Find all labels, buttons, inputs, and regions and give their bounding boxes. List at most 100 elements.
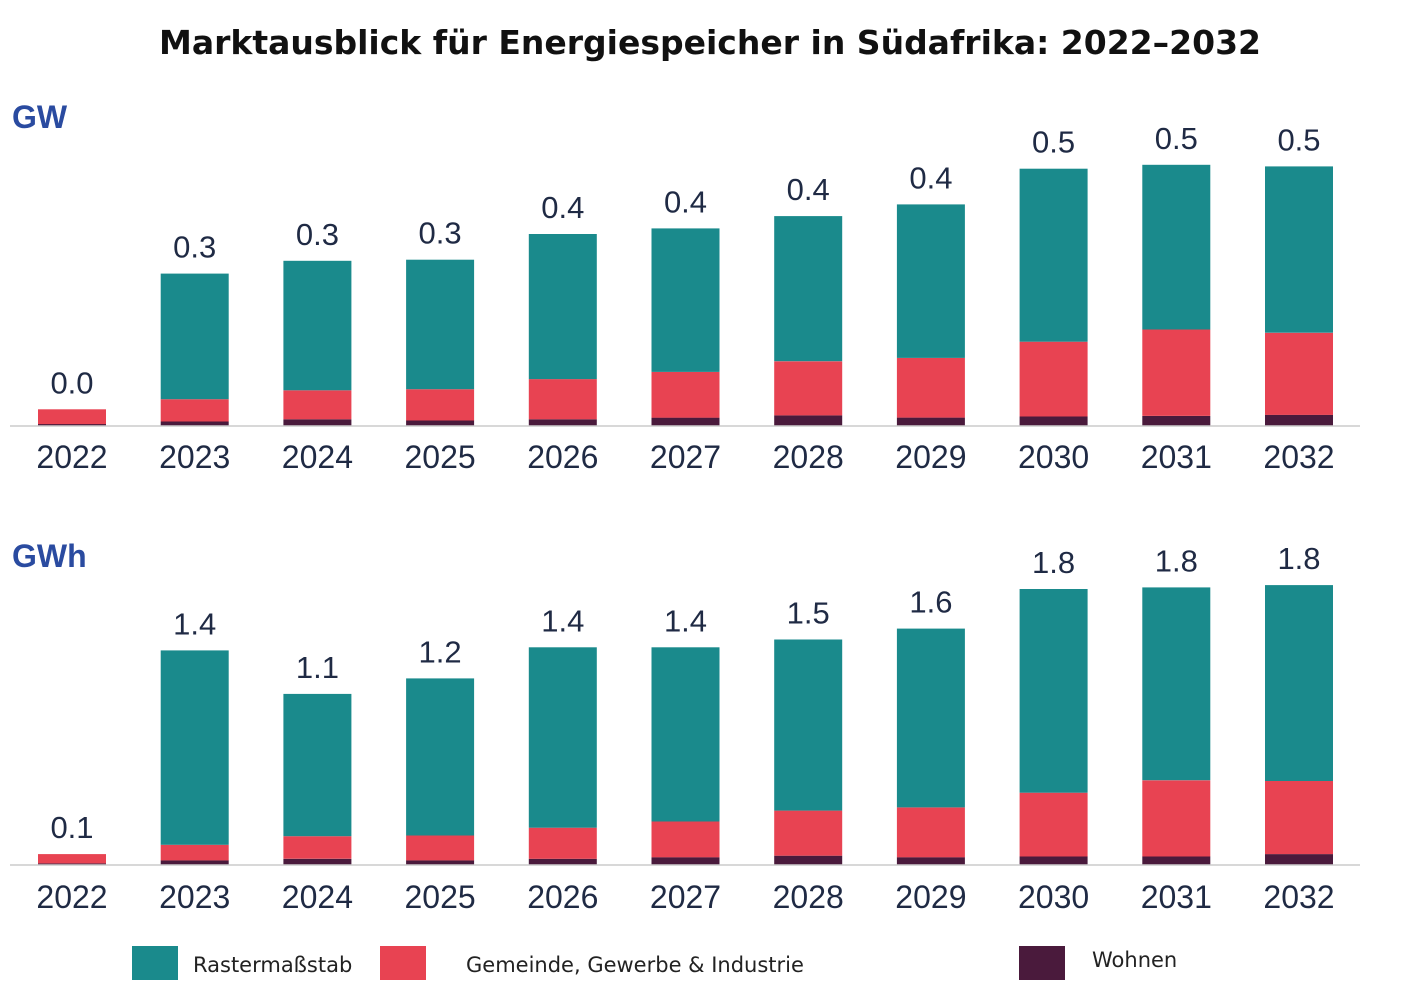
bar-segment-wohnen [1265, 414, 1333, 426]
legend: Rastermaßstab Gemeinde, Gewerbe & Indust… [132, 946, 1177, 980]
bar-segment-gewerbe [896, 357, 965, 418]
bar-segment-raster [1142, 587, 1211, 781]
bar-segment-wohnen [38, 424, 106, 426]
bar-segment-raster [528, 234, 597, 380]
bar-segment-raster [896, 628, 965, 808]
bar-segment-raster [774, 216, 843, 362]
bar-segment-raster [160, 650, 229, 845]
data-label-total: 1.8 [1155, 543, 1198, 578]
bar-segment-gewerbe [528, 379, 597, 420]
x-tick-label: 2027 [650, 879, 721, 915]
bar-segment-raster [774, 639, 843, 811]
bar-segment-gewerbe [774, 810, 843, 856]
x-tick-label: 2032 [1263, 439, 1334, 475]
bar-segment-raster [1019, 168, 1088, 342]
bar-segment-raster [1265, 585, 1333, 781]
bar-segment-wohnen [283, 858, 352, 865]
data-label-total: 1.8 [1277, 541, 1320, 576]
legend-item-gewerbe: Gemeinde, Gewerbe & Industrie [380, 946, 804, 980]
x-tick-label: 2029 [895, 879, 966, 915]
bar-segment-gewerbe [1019, 792, 1088, 857]
bar-segment-wohnen [1019, 416, 1088, 426]
x-tick-label: 2028 [773, 879, 844, 915]
legend-swatch-raster [132, 946, 178, 980]
bar-segment-raster [1019, 589, 1088, 793]
bar-segment-wohnen [1265, 854, 1333, 865]
data-label-total: 1.4 [541, 603, 584, 638]
legend-label-wohnen: Wohnen [1092, 948, 1177, 972]
bar-segment-gewerbe [283, 836, 352, 859]
bar-segment-gewerbe [38, 854, 106, 864]
x-tick-label: 2024 [282, 439, 353, 475]
x-tick-label: 2026 [527, 439, 598, 475]
data-label-total: 1.1 [296, 650, 339, 685]
bar-segment-raster [406, 259, 475, 390]
panel-unit-label: GW [12, 99, 68, 135]
bar-segment-wohnen [528, 858, 597, 865]
x-tick-label: 2028 [773, 439, 844, 475]
data-label-total: 0.5 [1032, 125, 1075, 160]
legend-label-gewerbe: Gemeinde, Gewerbe & Industrie [466, 953, 804, 977]
bar-segment-raster [896, 204, 965, 358]
bar-segment-raster [651, 228, 720, 372]
data-label-total: 0.0 [50, 365, 93, 400]
x-tick-label: 2029 [895, 439, 966, 475]
x-tick-label: 2023 [159, 439, 230, 475]
bar-segment-gewerbe [283, 390, 352, 420]
bar-segment-raster [1142, 164, 1211, 330]
bar-segment-wohnen [774, 415, 843, 426]
bar-segment-raster [1265, 166, 1333, 333]
bar-segment-wohnen [406, 860, 475, 865]
x-tick-label: 2030 [1018, 879, 1089, 915]
x-tick-label: 2022 [36, 879, 107, 915]
bar-segment-gewerbe [160, 399, 229, 422]
data-label-total: 0.5 [1277, 122, 1320, 157]
data-label-total: 0.3 [419, 216, 462, 251]
data-label-total: 1.5 [787, 596, 830, 631]
bar-segment-gewerbe [160, 844, 229, 861]
data-label-total: 0.1 [50, 810, 93, 845]
bar-segment-gewerbe [38, 409, 106, 425]
bar-segment-gewerbe [1019, 341, 1088, 417]
legend-item-wohnen: Wohnen [1019, 946, 1177, 980]
data-label-total: 0.5 [1155, 121, 1198, 156]
x-tick-label: 2027 [650, 439, 721, 475]
x-tick-label: 2024 [282, 879, 353, 915]
panel-gw: GW 2022 2023 2024 2025 2026 2027 2028 2029 2030 2… [10, 99, 1360, 475]
bar-segment-wohnen [283, 419, 352, 426]
bar-segment-wohnen [651, 417, 720, 426]
legend-swatch-wohnen [1019, 946, 1065, 980]
data-label-total: 0.4 [787, 172, 830, 207]
bar-segment-wohnen [896, 417, 965, 426]
data-label-total: 0.3 [296, 217, 339, 252]
bar-segment-raster [283, 693, 352, 837]
bar-segment-raster [651, 647, 720, 822]
bar-segment-gewerbe [896, 807, 965, 858]
bar-segment-wohnen [1019, 856, 1088, 865]
bar-segment-wohnen [1142, 416, 1211, 426]
data-label-total: 0.4 [541, 190, 584, 225]
bar-segment-raster [406, 678, 475, 836]
bar-segment-gewerbe [1265, 781, 1333, 855]
x-tick-label: 2026 [527, 879, 598, 915]
bar-segment-raster [160, 273, 229, 400]
data-label-total: 0.4 [909, 160, 952, 195]
bar-segment-gewerbe [406, 835, 475, 861]
legend-label-raster: Rastermaßstab [193, 953, 352, 977]
x-tick-label: 2030 [1018, 439, 1089, 475]
legend-item-raster: Rastermaßstab [132, 946, 352, 980]
bar-segment-wohnen [774, 855, 843, 865]
bar-segment-wohnen [651, 857, 720, 865]
panel-gwh: GWh 2022 2023 2024 2025 2026 2027 2028 2029 2030… [10, 538, 1360, 915]
data-label-total: 1.4 [664, 603, 707, 638]
bar-segment-raster [283, 260, 352, 391]
bar-segment-wohnen [38, 863, 106, 865]
bar-segment-wohnen [528, 419, 597, 426]
bar-segment-wohnen [896, 857, 965, 865]
bar-segment-gewerbe [774, 361, 843, 416]
x-tick-label: 2032 [1263, 879, 1334, 915]
data-label-total: 1.2 [419, 634, 462, 669]
chart-title: Marktausblick für Energiespeicher in Süd… [159, 23, 1261, 62]
bar-segment-gewerbe [528, 827, 597, 859]
